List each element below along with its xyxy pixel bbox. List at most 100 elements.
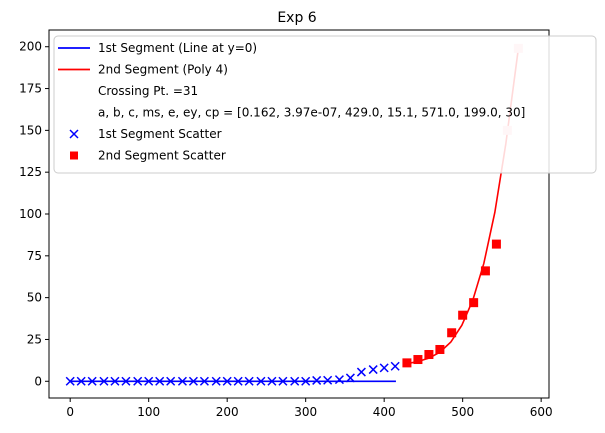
segment1-point xyxy=(256,376,266,386)
x-marker-stroke xyxy=(177,376,187,386)
x-marker-stroke xyxy=(133,376,143,386)
segment1-point xyxy=(99,376,109,386)
legend-entry-label: 2nd Segment Scatter xyxy=(98,149,226,163)
x-marker-stroke xyxy=(222,376,232,386)
segment1-point xyxy=(65,376,75,386)
x-tick-label: 0 xyxy=(66,405,74,419)
x-marker-stroke xyxy=(199,376,209,386)
segment1-point xyxy=(211,376,221,386)
x-marker-stroke xyxy=(368,365,378,375)
segment1-point xyxy=(188,376,198,386)
x-tick-label: 200 xyxy=(216,405,239,419)
x-marker-stroke xyxy=(99,376,109,386)
x-marker-stroke xyxy=(211,376,221,386)
x-marker-stroke xyxy=(390,361,400,371)
segment1-point xyxy=(222,376,232,386)
segment2-point xyxy=(447,328,457,338)
y-tick-label: 200 xyxy=(19,40,42,54)
legend-x-swatch xyxy=(69,129,79,139)
y-tick-label: 175 xyxy=(19,82,42,96)
segment1-point xyxy=(290,376,300,386)
x-marker-stroke xyxy=(267,376,277,386)
legend-entry-label: 1st Segment (Line at y=0) xyxy=(98,41,257,55)
x-tick-label: 600 xyxy=(530,405,553,419)
x-marker-stroke xyxy=(334,375,344,385)
segment1-point xyxy=(379,363,389,373)
segment1-point xyxy=(133,376,143,386)
segment1-point xyxy=(345,373,355,383)
y-tick-label: 0 xyxy=(34,374,42,388)
x-marker-stroke xyxy=(323,375,333,385)
x-marker-stroke xyxy=(87,376,97,386)
y-tick-label: 75 xyxy=(27,249,42,263)
x-marker-stroke xyxy=(121,376,131,386)
segment1-point xyxy=(334,375,344,385)
x-marker-stroke xyxy=(144,376,154,386)
segment2-point xyxy=(424,350,434,360)
x-marker-stroke xyxy=(110,376,120,386)
y-tick-label: 150 xyxy=(19,123,42,137)
x-marker-stroke xyxy=(356,367,366,377)
legend-entry-label: 2nd Segment (Poly 4) xyxy=(98,63,228,77)
x-tick-label: 500 xyxy=(451,405,474,419)
chart-title: Exp 6 xyxy=(277,10,316,26)
segment1-point xyxy=(87,376,97,386)
x-marker-stroke xyxy=(345,373,355,383)
segment1-point xyxy=(155,376,165,386)
x-tick-label: 400 xyxy=(373,405,396,419)
x-marker-stroke xyxy=(76,376,86,386)
y-tick-label: 50 xyxy=(27,291,42,305)
x-tick-label: 300 xyxy=(294,405,317,419)
segment1-point xyxy=(121,376,131,386)
segment1-point xyxy=(110,376,120,386)
segment1-point xyxy=(144,376,154,386)
segment1-point xyxy=(368,365,378,375)
segment1-point xyxy=(199,376,209,386)
x-marker-stroke xyxy=(233,376,243,386)
segment1-point xyxy=(244,376,254,386)
segment2-point xyxy=(458,310,468,320)
x-marker-stroke xyxy=(312,375,322,385)
segment1-point xyxy=(76,376,86,386)
segment1-point xyxy=(177,376,187,386)
segment1-point xyxy=(356,367,366,377)
segment2-poly-line xyxy=(406,48,520,365)
segment2-point xyxy=(402,358,412,368)
x-marker-stroke xyxy=(188,376,198,386)
x-marker-stroke xyxy=(301,376,311,386)
legend-box xyxy=(53,35,597,174)
series-layer xyxy=(65,43,523,386)
segment2-point xyxy=(491,239,501,249)
legend-entry-label: a, b, c, ms, e, ey, cp = [0.162, 3.97e-0… xyxy=(98,106,525,120)
segment1-point xyxy=(323,375,333,385)
legend-entry-label: 1st Segment Scatter xyxy=(98,127,222,141)
segment2-point xyxy=(480,266,490,276)
segment1-point xyxy=(233,376,243,386)
x-marker-stroke xyxy=(256,376,266,386)
segment1-point xyxy=(267,376,277,386)
segment2-point xyxy=(435,344,445,354)
segment2-point xyxy=(413,355,423,365)
x-marker-stroke xyxy=(65,376,75,386)
legend: 1st Segment (Line at y=0) 2nd Segment (Po… xyxy=(53,35,597,174)
x-marker-stroke xyxy=(244,376,254,386)
x-marker-stroke xyxy=(379,363,389,373)
y-tick-label: 100 xyxy=(19,207,42,221)
x-marker-stroke xyxy=(278,376,288,386)
x-marker-stroke xyxy=(155,376,165,386)
legend-entry-label: Crossing Pt. =31 xyxy=(98,84,198,98)
segment1-point xyxy=(390,361,400,371)
segment2-point xyxy=(469,298,479,308)
segment1-point xyxy=(312,375,322,385)
y-tick-label: 25 xyxy=(27,332,42,346)
y-tick-label: 125 xyxy=(19,165,42,179)
x-tick-label: 100 xyxy=(137,405,160,419)
axes-layer: 0 100 200 300 400 500 600 0 25 50 75 100 125 150 175 20… xyxy=(19,40,553,419)
segment1-point xyxy=(301,376,311,386)
x-marker-stroke xyxy=(166,376,176,386)
x-marker-stroke xyxy=(290,376,300,386)
segment1-point xyxy=(166,376,176,386)
segment1-point xyxy=(278,376,288,386)
legend-square-swatch xyxy=(70,151,78,160)
